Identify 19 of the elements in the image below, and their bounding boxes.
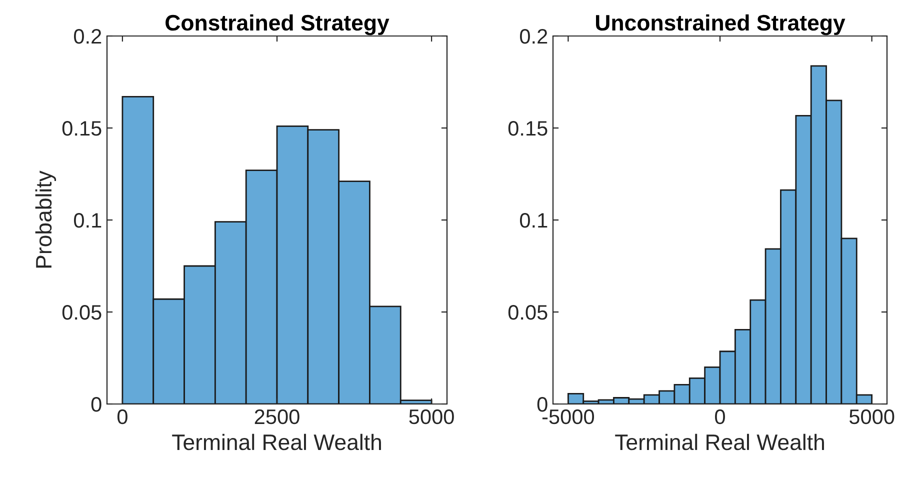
y-tick-label: 0.15 [62,121,102,136]
chart-title: Unconstrained Strategy [596,14,846,36]
x-tick-label: 0 [117,409,128,424]
x-tick-label: 0 [715,409,725,424]
y-tick-label: 0.1 [520,213,548,228]
x-axis-title: Terminal Real Wealth [615,434,824,450]
y-tick-label: 0.2 [74,29,102,44]
y-tick-label: 0.05 [62,305,102,320]
y-tick-label: 0.2 [520,29,548,44]
x-tick-label: 5000 [849,409,894,424]
x-axis-title: Terminal Real Wealth [172,434,381,450]
y-tick-label: 0 [91,397,102,412]
y-tick-label: 0.1 [74,213,102,228]
y-axis-title: Probablity [35,170,56,268]
x-tick-label: 5000 [409,409,454,424]
x-tick-label: 2500 [254,409,300,424]
y-tick-label: 0.15 [508,121,548,136]
chart-title: Constrained Strategy [166,14,390,36]
y-tick-label: 0.05 [508,305,548,320]
